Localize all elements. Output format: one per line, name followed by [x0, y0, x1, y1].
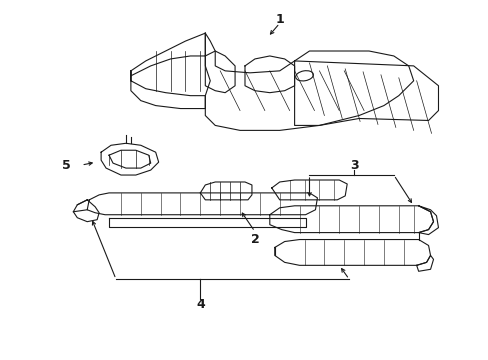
Text: 4: 4 — [196, 297, 204, 311]
Text: 3: 3 — [349, 159, 358, 172]
Text: 1: 1 — [275, 13, 284, 26]
Text: 5: 5 — [62, 159, 71, 172]
Text: 2: 2 — [250, 233, 259, 246]
